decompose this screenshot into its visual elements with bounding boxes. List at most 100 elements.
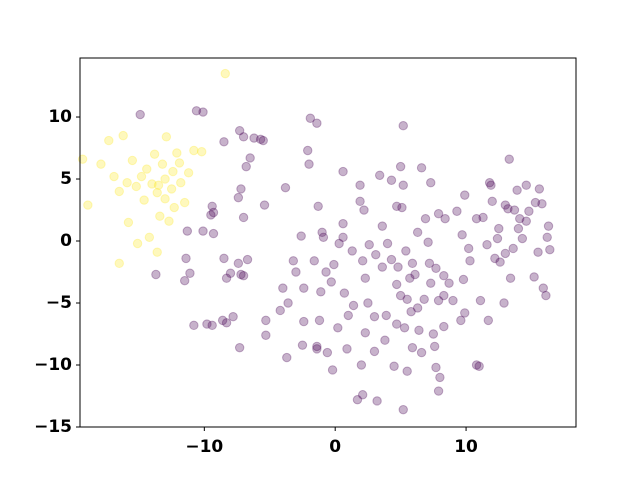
point <box>380 335 390 345</box>
point <box>198 107 208 117</box>
point <box>136 171 147 182</box>
point <box>393 262 403 272</box>
point <box>377 262 388 272</box>
point <box>486 180 496 190</box>
point <box>356 360 367 370</box>
point <box>392 279 402 290</box>
point <box>198 226 208 236</box>
point <box>221 318 232 328</box>
point <box>174 158 185 168</box>
point <box>309 256 319 266</box>
point <box>439 271 449 281</box>
point <box>484 178 495 188</box>
point <box>463 243 474 254</box>
point <box>420 213 431 224</box>
plot-frame <box>79 57 577 428</box>
point <box>333 323 343 333</box>
point <box>444 278 454 288</box>
point <box>236 184 246 194</box>
point <box>179 197 190 208</box>
point <box>157 159 168 169</box>
point <box>179 275 190 286</box>
point <box>402 366 412 376</box>
point <box>398 404 408 415</box>
point <box>371 249 381 260</box>
point <box>343 310 353 321</box>
point <box>492 233 503 244</box>
point <box>359 205 369 215</box>
point <box>312 344 322 354</box>
point <box>541 290 551 301</box>
point <box>104 135 114 146</box>
point <box>524 206 534 216</box>
point <box>233 258 244 269</box>
point <box>363 298 373 308</box>
point <box>172 148 182 158</box>
point <box>517 233 528 244</box>
point <box>490 253 500 264</box>
point <box>382 238 393 249</box>
point <box>416 347 427 358</box>
point <box>381 310 391 321</box>
point <box>282 352 292 363</box>
point <box>460 190 470 200</box>
point <box>228 311 238 322</box>
point <box>452 206 462 216</box>
point <box>475 295 486 306</box>
point <box>318 232 329 242</box>
point <box>360 273 370 283</box>
point <box>322 347 333 358</box>
point <box>169 202 179 213</box>
point <box>297 340 308 350</box>
point <box>207 201 217 211</box>
point <box>439 290 449 301</box>
point <box>355 180 365 190</box>
point <box>352 395 363 405</box>
point <box>132 238 143 249</box>
point <box>314 315 325 326</box>
point <box>245 153 255 163</box>
point <box>127 155 138 166</box>
point <box>208 207 219 218</box>
point <box>392 201 402 211</box>
point <box>457 230 467 240</box>
point <box>338 232 348 242</box>
y-tick-label: 5 <box>60 169 72 189</box>
point <box>471 213 482 224</box>
point <box>372 396 382 406</box>
x-tick-label: −10 <box>185 437 223 457</box>
point <box>155 211 165 221</box>
point <box>513 223 524 234</box>
point <box>197 147 207 157</box>
point <box>206 210 216 220</box>
point <box>238 132 249 142</box>
point <box>221 273 232 283</box>
point <box>191 106 202 116</box>
point <box>242 254 253 265</box>
x-tick-label: 0 <box>329 437 341 457</box>
point <box>338 166 348 177</box>
point <box>471 360 482 370</box>
point <box>152 187 162 198</box>
point <box>147 179 157 189</box>
point <box>482 240 492 250</box>
point <box>234 125 245 136</box>
point <box>189 145 199 156</box>
point <box>407 258 418 269</box>
point <box>161 132 172 142</box>
point <box>414 325 424 335</box>
point <box>521 180 531 190</box>
point <box>433 386 444 396</box>
point <box>435 372 445 383</box>
point <box>542 232 552 242</box>
point <box>109 171 119 182</box>
point <box>217 315 228 326</box>
point <box>168 166 178 177</box>
point <box>348 300 359 311</box>
point <box>202 319 212 329</box>
point <box>377 221 388 231</box>
point <box>261 330 271 340</box>
point <box>521 216 531 226</box>
point <box>238 271 249 281</box>
y-tick-label: 10 <box>48 107 72 127</box>
